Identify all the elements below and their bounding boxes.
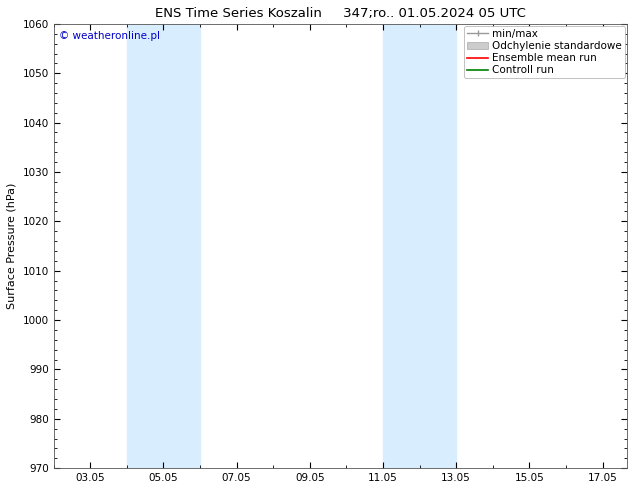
Legend: min/max, Odchylenie standardowe, Ensemble mean run, Controll run: min/max, Odchylenie standardowe, Ensembl… [464, 26, 625, 78]
Text: © weatheronline.pl: © weatheronline.pl [60, 30, 160, 41]
Y-axis label: Surface Pressure (hPa): Surface Pressure (hPa) [7, 183, 17, 309]
Bar [383, 24, 456, 468]
Title: ENS Time Series Koszalin     347;ro.. 01.05.2024 05 UTC: ENS Time Series Koszalin 347;ro.. 01.05.… [155, 7, 526, 20]
Bar [127, 24, 200, 468]
